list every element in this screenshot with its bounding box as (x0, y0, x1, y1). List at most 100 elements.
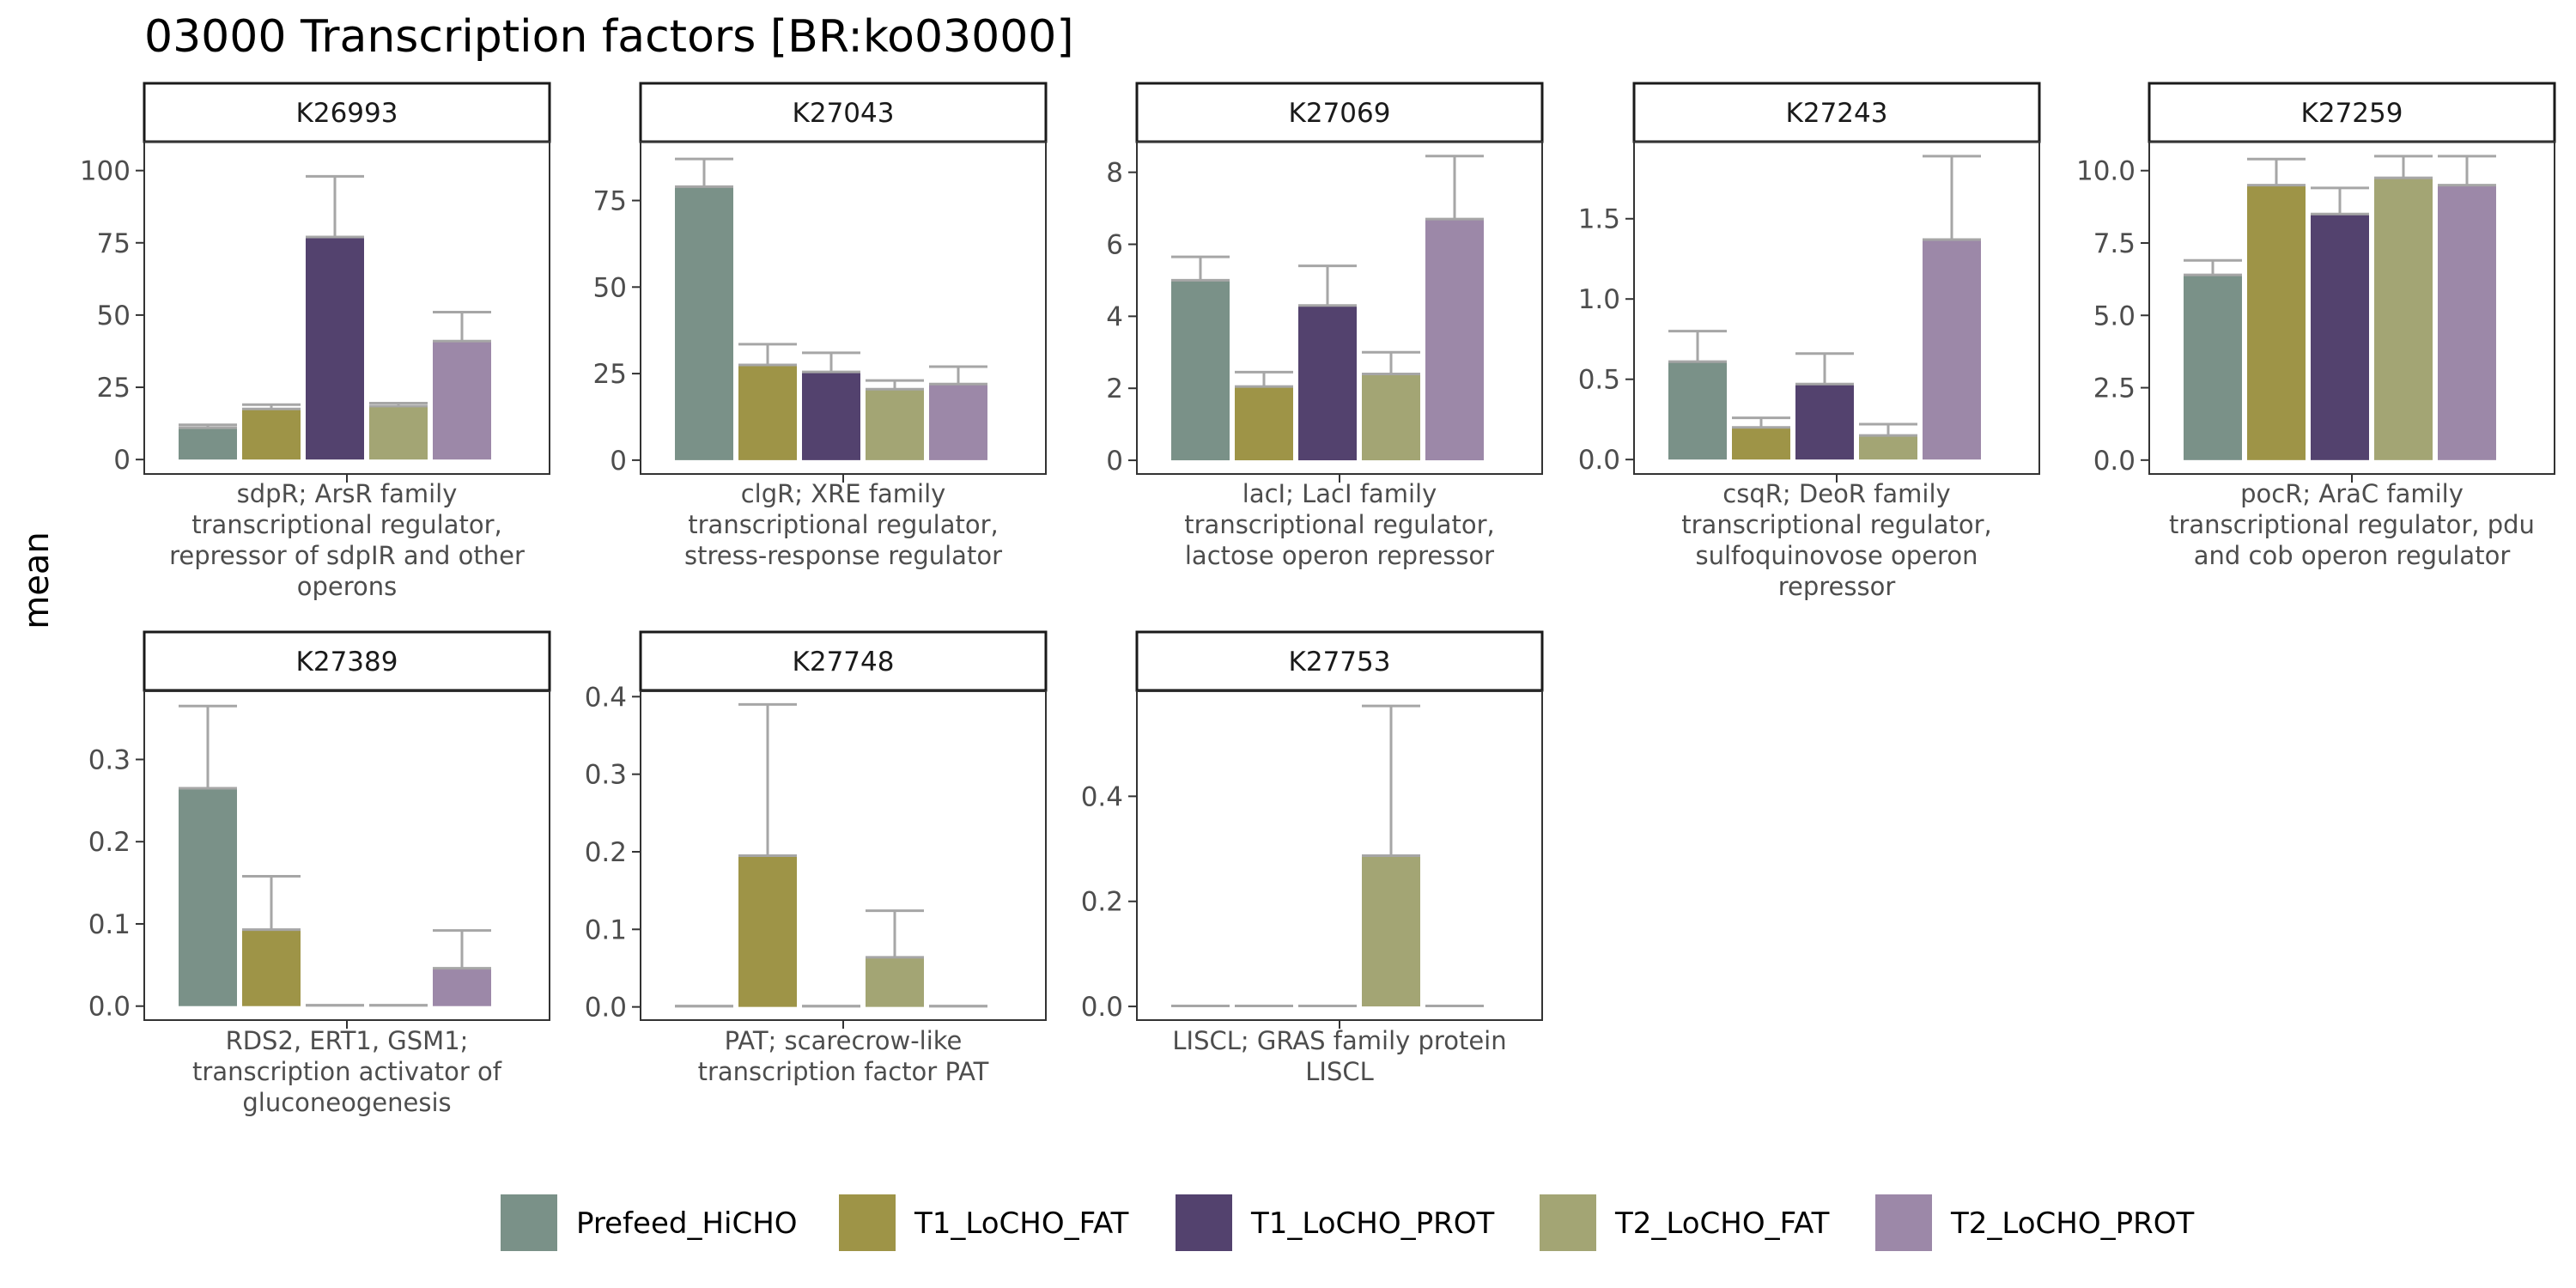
y-tick-label: 0.2 (585, 837, 627, 868)
strip-box (143, 630, 551, 692)
y-tick-label: 2 (1106, 374, 1123, 404)
x-category-label: csqR; DeoR family transcriptional regulat… (1681, 479, 1991, 601)
legend-swatch (839, 1194, 896, 1251)
y-tick-label: 0.0 (1081, 992, 1123, 1023)
bar-Prefeed_HiCHO (1171, 280, 1230, 461)
x-category-label-line: transcriptional regulator, (1184, 510, 1494, 539)
x-category-label-line: pocR; AraC family (2240, 479, 2464, 508)
bar-T1_LoCHO_PROT (1795, 384, 1854, 460)
y-tick-label: 75 (593, 186, 627, 217)
y-tick-label: 0.1 (88, 909, 131, 940)
legend-label: T2_LoCHO_PROT (1950, 1206, 2195, 1241)
panel-K27043: K27043 0 25 50 75 clgR; XRE family transcripti… (593, 82, 1048, 570)
bar-T2_LoCHO_FAT (866, 389, 924, 460)
chart-title: 03000 Transcription factors [BR:ko03000] (144, 11, 1074, 63)
y-tick-label: 0.0 (2093, 446, 2136, 477)
x-category-label-line: transcriptional regulator, (191, 510, 501, 539)
legend-swatch (501, 1194, 557, 1251)
y-tick-label: 0 (113, 445, 131, 476)
legend-label: T2_LoCHO_FAT (1614, 1206, 1830, 1241)
x-category-label: pocR; AraC family transcriptional regulat… (2169, 479, 2535, 570)
x-category-label-line: lacI; LacI family (1242, 479, 1437, 508)
x-category-label-line: transcriptional regulator, (688, 510, 998, 539)
bar-T2_LoCHO_PROT (433, 968, 491, 1006)
y-tick-label: 0.3 (585, 760, 627, 791)
legend-swatch (1875, 1194, 1932, 1251)
panel-border (640, 690, 1047, 1021)
bar-Prefeed_HiCHO (1668, 361, 1727, 460)
x-category-label-line: sdpR; ArsR family (237, 479, 458, 508)
strip-box (639, 82, 1048, 143)
bar-T2_LoCHO_FAT (1859, 435, 1917, 460)
bar-Prefeed_HiCHO (179, 428, 237, 460)
y-tick-label: 8 (1106, 158, 1123, 189)
y-tick-label: 4 (1106, 301, 1123, 332)
bar-T2_LoCHO_PROT (1425, 219, 1484, 461)
x-category-label-line: gluconeogenesis (242, 1088, 451, 1117)
y-tick-label: 2.5 (2093, 374, 2136, 404)
y-tick-label: 0.0 (585, 993, 627, 1024)
bar-Prefeed_HiCHO (675, 186, 733, 460)
y-tick-label: 0.0 (88, 992, 131, 1023)
x-category-label: RDS2, ERT1, GSM1; transcription activator… (192, 1026, 502, 1117)
bar-T2_LoCHO_PROT (1923, 240, 1981, 460)
x-category-label-line: clgR; XRE family (741, 479, 946, 508)
x-category-label: lacI; LacI family transcriptional regulat… (1184, 479, 1494, 570)
legend-item-T2_LoCHO_PROT: T2_LoCHO_PROT (1875, 1194, 2195, 1251)
y-tick-label: 0.0 (1578, 445, 1620, 476)
bar-T2_LoCHO_FAT (1362, 374, 1420, 461)
strip-label: K27259 (2301, 98, 2403, 129)
y-tick-label: 0.5 (1578, 365, 1620, 396)
x-category-label: clgR; XRE family transcriptional regulato… (684, 479, 1002, 570)
panel-K26993: K26993 0 25 50 75 100 sdpR; ArsR family transcr… (80, 82, 551, 601)
bar-T1_LoCHO_FAT (242, 409, 301, 460)
bar-T1_LoCHO_FAT (242, 929, 301, 1006)
x-category-label-line: PAT; scarecrow-like (725, 1026, 963, 1055)
panel-K27389: K27389 0.0 0.1 0.2 0.3 RDS2, ERT1, GSM1; trans… (88, 630, 551, 1117)
x-category-label: LISCL; GRAS family protein LISCL (1172, 1026, 1506, 1086)
bar-T2_LoCHO_PROT (433, 341, 491, 460)
y-tick-label: 7.5 (2093, 228, 2136, 259)
x-category-label-line: operons (297, 572, 398, 601)
strip-label: K27748 (793, 647, 895, 677)
bar-T2_LoCHO_PROT (929, 384, 987, 460)
x-category-label-line: repressor of sdpIR and other (169, 541, 525, 570)
bar-Prefeed_HiCHO (2184, 275, 2242, 460)
y-tick-label: 50 (97, 301, 131, 331)
strip-label: K27043 (793, 98, 895, 129)
legend-swatch (1540, 1194, 1596, 1251)
panel-K27259: K27259 0.0 2.5 5.0 7.5 10.0 pocR; AraC family t… (2076, 82, 2556, 570)
bar-T1_LoCHO_PROT (2311, 214, 2369, 460)
y-tick-label: 0 (610, 446, 627, 477)
bar-T1_LoCHO_FAT (1235, 386, 1293, 461)
strip-label: K26993 (296, 98, 398, 129)
legend-item-T1_LoCHO_FAT: T1_LoCHO_FAT (839, 1194, 1129, 1251)
y-tick-label: 5.0 (2093, 301, 2136, 331)
bar-Prefeed_HiCHO (179, 787, 237, 1006)
x-category-label: PAT; scarecrow-like transcription factor … (698, 1026, 989, 1086)
y-tick-label: 0 (1106, 446, 1123, 477)
x-category-label-line: transcription factor PAT (698, 1057, 989, 1086)
y-tick-label: 25 (97, 373, 131, 404)
x-category-label-line: LISCL (1305, 1057, 1374, 1086)
bar-T2_LoCHO_FAT (1362, 855, 1420, 1007)
y-tick-label: 0.2 (88, 827, 131, 858)
x-category-label-line: repressor (1778, 572, 1896, 601)
bar-T2_LoCHO_PROT (2438, 185, 2496, 460)
bar-T2_LoCHO_FAT (2374, 178, 2433, 460)
x-category-label-line: stress-response regulator (684, 541, 1002, 570)
x-category-label-line: and cob operon regulator (2194, 541, 2511, 570)
strip-box (1135, 82, 1544, 143)
y-axis-label: mean (17, 532, 57, 629)
x-category-label-line: lactose operon repressor (1185, 541, 1494, 570)
panel-K27748: K27748 0.0 0.1 0.2 0.3 0.4 PAT; scarecrow-like… (585, 630, 1048, 1086)
y-tick-label: 75 (97, 228, 131, 259)
bar-T2_LoCHO_FAT (866, 957, 924, 1007)
strip-label: K27753 (1289, 647, 1391, 677)
bar-T1_LoCHO_FAT (738, 365, 797, 460)
panel-border (1136, 690, 1543, 1021)
panel-K27753: K27753 0.0 0.2 0.4 LISCL; GRAS family protei… (1081, 630, 1544, 1086)
strip-label: K27243 (1786, 98, 1888, 129)
x-category-label-line: RDS2, ERT1, GSM1; (226, 1026, 469, 1055)
